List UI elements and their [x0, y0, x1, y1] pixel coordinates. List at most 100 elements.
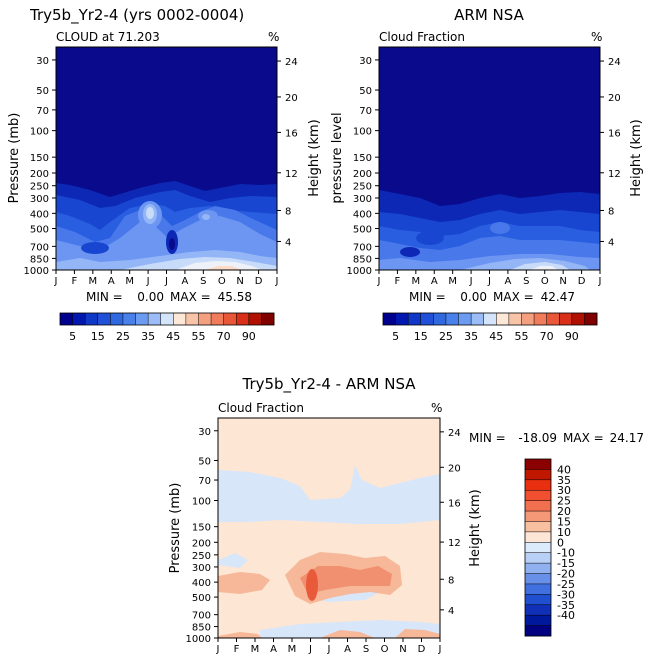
panel-diff-units: %	[431, 401, 442, 415]
colorbar-swatch	[160, 313, 174, 325]
x-tick-label: S	[200, 276, 206, 287]
colorbar-swatch	[525, 563, 551, 574]
colorbar-swatch	[483, 313, 497, 325]
panel-model-ylabel-right: Height (km)	[307, 119, 322, 196]
x-tick-label: D	[578, 276, 586, 287]
panel-model-max-value: 45.58	[218, 290, 252, 304]
pressure-tick-label: 1000	[347, 266, 372, 277]
x-tick-label: J	[487, 276, 491, 287]
x-tick-label: J	[377, 276, 381, 287]
x-tick-label: J	[275, 276, 279, 287]
panel-model-subtitle: CLOUD at 71.203	[56, 30, 160, 44]
panel-diff-ylabel-right: Height (km)	[468, 489, 483, 566]
colorbar-swatch	[420, 313, 434, 325]
pressure-tick-label: 850	[353, 254, 372, 265]
colorbar-swatch	[546, 313, 560, 325]
colorbar-label: 70	[217, 330, 231, 343]
colorbar-label: -40	[557, 609, 575, 622]
pressure-tick-label: 500	[192, 593, 211, 604]
colorbar-swatch	[525, 542, 551, 554]
pressure-tick-label: 700	[353, 242, 372, 253]
colorbar-label: 5	[392, 330, 399, 343]
x-tick-label: M	[89, 276, 98, 287]
panel-model-max-label: MAX =	[170, 290, 211, 304]
colorbar-label: 0	[557, 536, 564, 549]
height-tick-label: 4	[285, 237, 291, 248]
colorbar-label: -20	[557, 568, 575, 581]
colorbar-swatch	[525, 531, 551, 543]
panel-obs-max-value: 42.47	[541, 290, 575, 304]
colorbar-swatch	[525, 459, 551, 470]
contour-level-neg-10-lower	[218, 553, 248, 568]
colorbar-swatch	[525, 573, 551, 585]
colorbar-swatch	[97, 313, 111, 325]
pressure-tick-label: 850	[30, 254, 49, 265]
x-tick-label: N	[236, 276, 243, 287]
colorbar-label: 25	[116, 330, 130, 343]
panel-diff-subtitle: Cloud Fraction	[218, 401, 304, 415]
colorbar-swatch	[185, 313, 199, 325]
x-tick-label: D	[255, 276, 263, 287]
height-tick-label: 20	[448, 463, 461, 474]
contour-level-pos-0	[218, 418, 440, 638]
pressure-tick-label: 700	[30, 242, 49, 253]
x-tick-label: M	[448, 276, 457, 287]
panel-obs-field	[379, 47, 600, 270]
contour-level-pos-10-left	[218, 572, 270, 594]
x-tick-label: J	[469, 276, 473, 287]
x-tick-label: S	[363, 644, 369, 655]
x-tick-label: J	[54, 276, 58, 287]
panel-diff-axes: J F M A M J J A S O N D J305070100150200250300400500…	[186, 427, 461, 655]
x-tick-label: A	[344, 644, 351, 655]
x-tick-label: J	[438, 644, 442, 655]
contour-level-10-cell	[81, 242, 109, 254]
colorbar-frame	[382, 312, 598, 326]
height-tick-label: 4	[608, 237, 614, 248]
x-tick-label: A	[504, 276, 511, 287]
height-tick-label: 12	[285, 169, 298, 180]
panel-obs-ylabel: pressure level	[330, 112, 345, 203]
x-tick-label: N	[399, 644, 406, 655]
pressure-tick-label: 1000	[186, 634, 211, 645]
pressure-tick-label: 100	[30, 127, 49, 138]
pressure-tick-label: 150	[353, 153, 372, 164]
colorbar-swatch	[110, 313, 124, 325]
colorbar-label: 20	[557, 505, 571, 518]
panel-model-units: %	[268, 30, 279, 44]
panel-obs-max-label: MAX =	[493, 290, 534, 304]
x-tick-label: F	[395, 276, 401, 287]
colorbar-swatch	[525, 552, 551, 564]
colorbar-label: 55	[191, 330, 205, 343]
height-tick-label: 12	[448, 538, 461, 549]
pressure-tick-label: 150	[30, 153, 49, 164]
panel-obs-units: %	[591, 30, 602, 44]
contour-level-pos-10-surface	[218, 629, 440, 638]
colorbar-label: -25	[557, 578, 575, 591]
colorbar-swatch	[135, 313, 149, 325]
colorbar-swatch	[525, 490, 551, 502]
colorbar-model: 5 15 25 35 45 55 70 90	[59, 312, 275, 343]
colorbar-label: 25	[439, 330, 453, 343]
panel-diff-min-value: -18.09	[518, 431, 557, 445]
height-tick-label: 8	[608, 206, 614, 217]
colorbar-swatch	[525, 583, 551, 595]
panel-diff-ylabel: Pressure (mb)	[168, 483, 183, 574]
contour-level-45	[205, 266, 242, 270]
colorbar-swatch	[521, 313, 535, 325]
colorbar-label: 70	[540, 330, 554, 343]
pressure-tick-label: 100	[192, 497, 211, 508]
colorbar-swatch	[525, 615, 551, 626]
contour-level-40	[530, 266, 558, 270]
colorbar-label: 55	[514, 330, 528, 343]
x-tick-label: J	[164, 276, 168, 287]
panel-diff-max-value: 24.17	[610, 431, 644, 445]
colorbar-swatch	[525, 604, 551, 616]
panel-diff-min-label: MIN =	[469, 431, 506, 445]
x-tick-label: S	[523, 276, 529, 287]
contour-level-40	[175, 261, 262, 270]
colorbar-swatch	[223, 313, 237, 325]
x-tick-label: A	[181, 276, 188, 287]
colorbar-swatch	[248, 313, 262, 325]
x-tick-label: O	[218, 276, 226, 287]
panel-diff-field	[218, 418, 440, 638]
